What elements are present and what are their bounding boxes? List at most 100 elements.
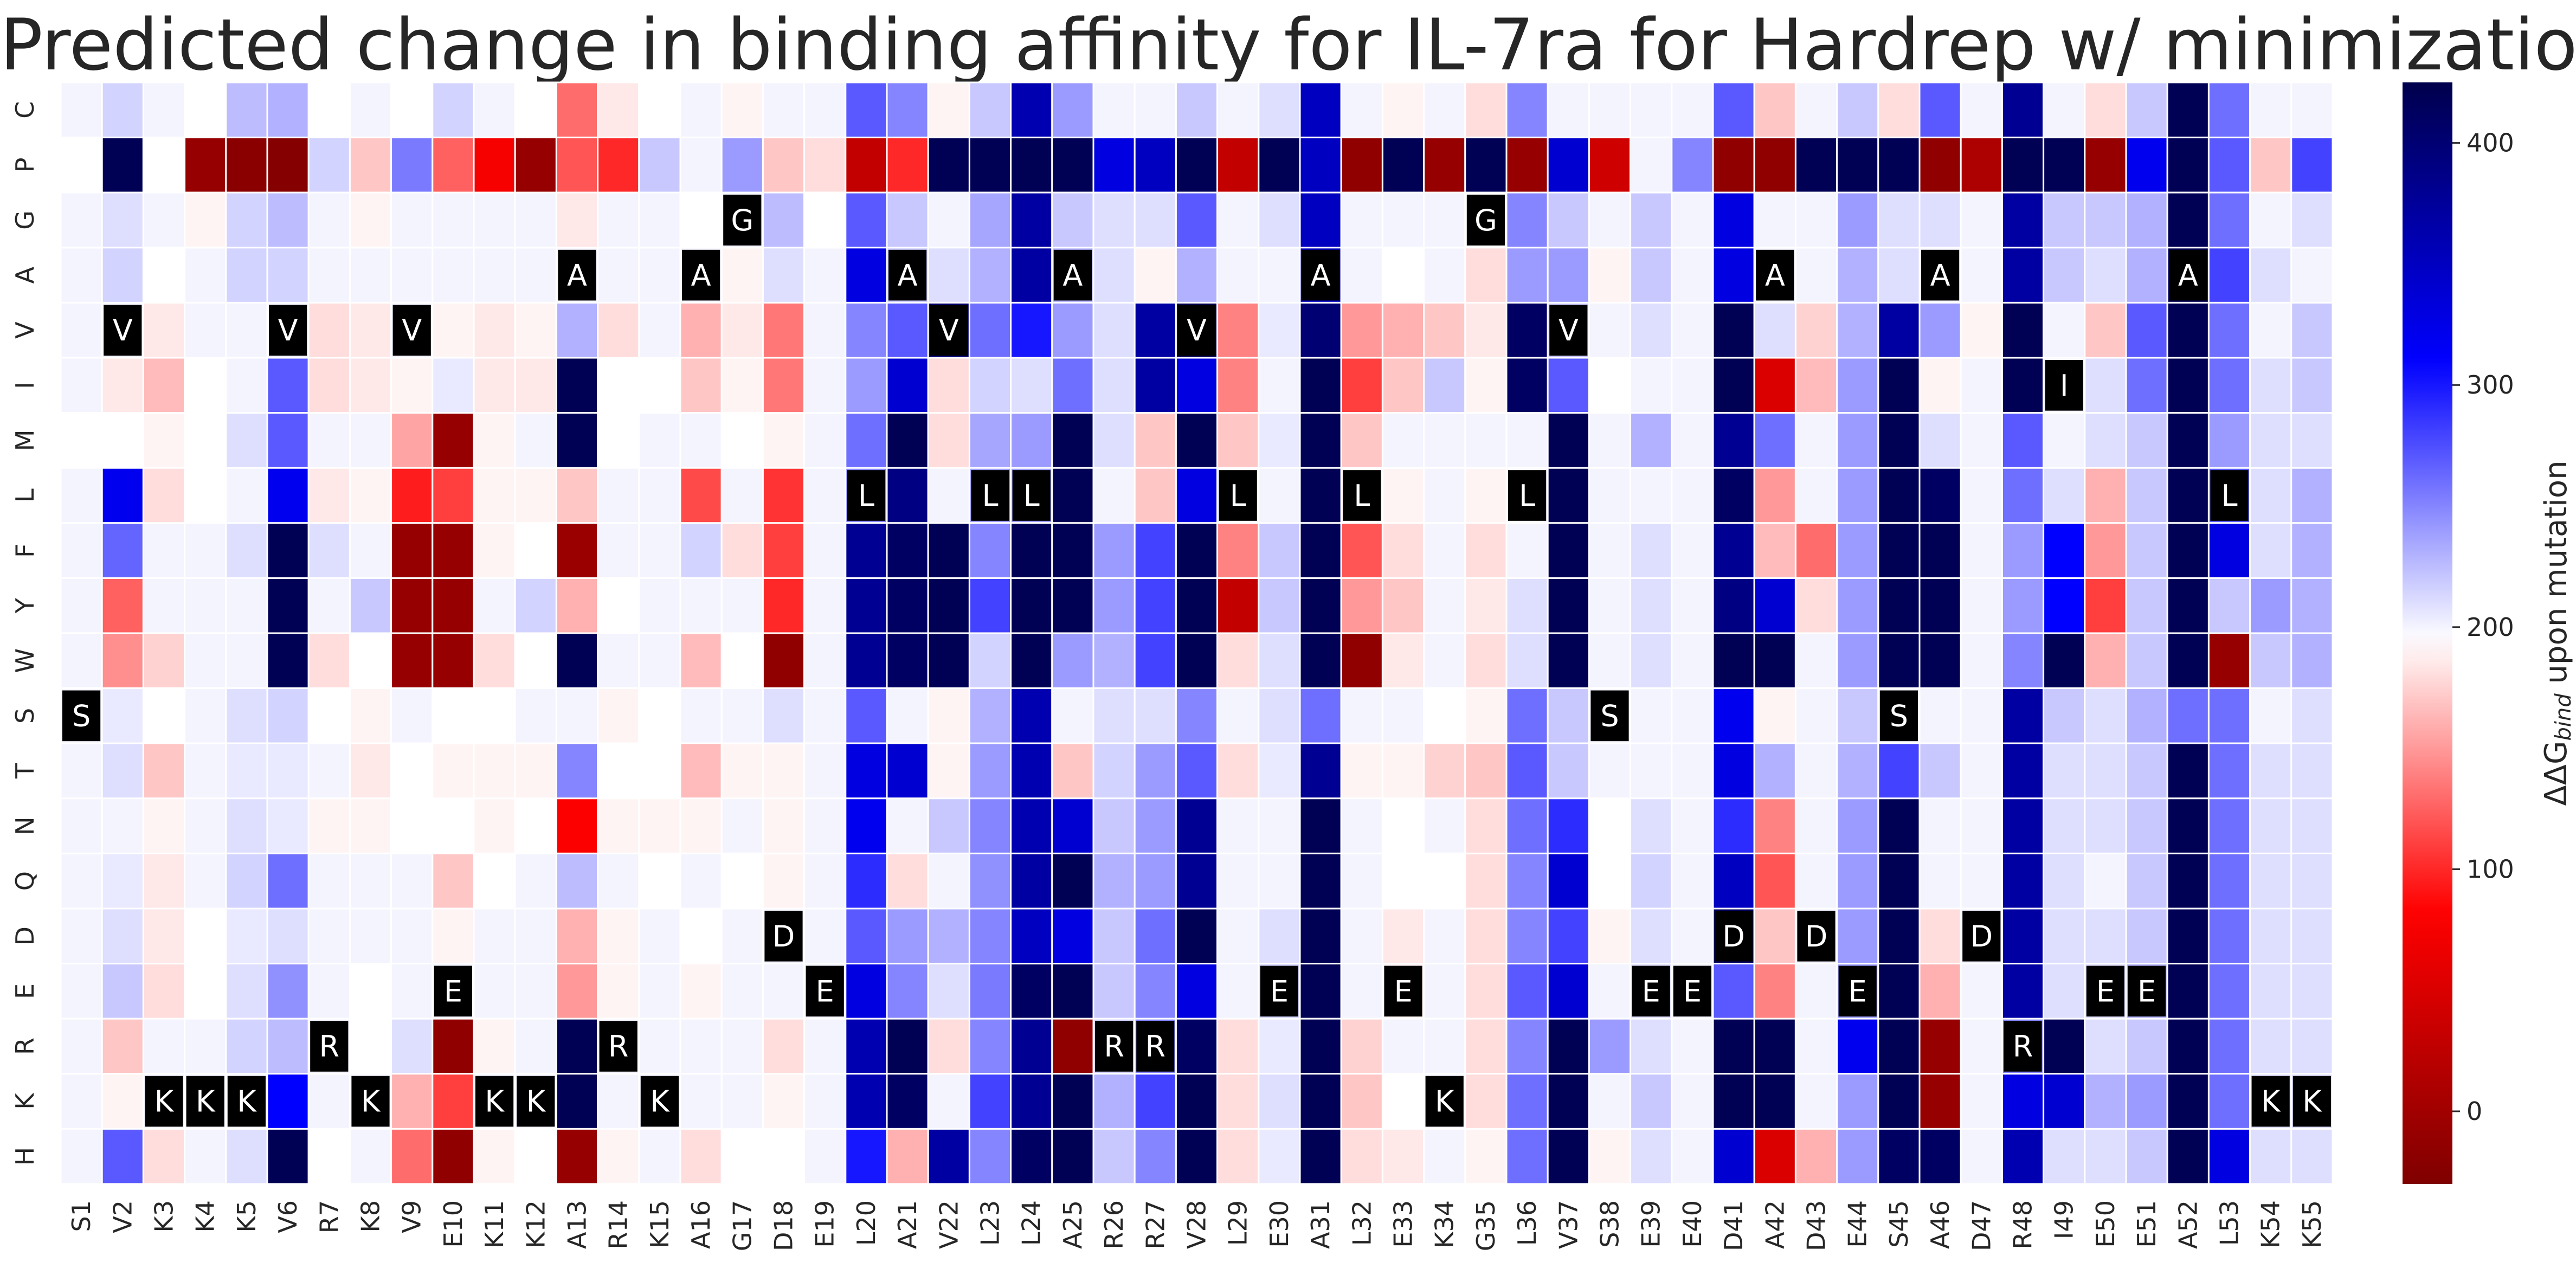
heatmap-cell — [266, 357, 310, 414]
heatmap-cell — [225, 522, 268, 579]
x-tick-label: D47 — [1967, 1200, 1996, 1251]
heatmap-cell — [1877, 522, 1921, 579]
heatmap-cell — [845, 357, 888, 414]
heatmap-cell — [886, 797, 929, 854]
x-tick-label: G17 — [727, 1200, 757, 1251]
heatmap-cell — [1794, 467, 1838, 524]
heatmap-cell — [1630, 1073, 1673, 1130]
heatmap-cell — [803, 852, 847, 910]
heatmap-cell — [307, 1073, 351, 1130]
heatmap-cell — [886, 963, 929, 1020]
heatmap-cell — [762, 467, 806, 524]
heatmap-cell — [555, 797, 599, 854]
heatmap-cell — [1588, 412, 1632, 469]
heatmap-cell — [1836, 1073, 1879, 1130]
native-residue-letter: A — [691, 259, 711, 293]
heatmap-cell — [1794, 963, 1838, 1020]
heatmap-cell — [1753, 907, 1796, 965]
native-residue-letter: S — [1890, 699, 1908, 733]
heatmap-cell — [225, 742, 268, 800]
heatmap-cell — [1753, 632, 1796, 690]
heatmap-cell — [1216, 412, 1260, 469]
heatmap-cell — [555, 852, 599, 910]
heatmap-cell — [638, 137, 681, 194]
heatmap-cell — [2125, 81, 2168, 139]
heatmap-cell — [1092, 247, 1136, 304]
heatmap-cell — [927, 577, 970, 634]
x-tick-label: L24 — [1017, 1200, 1046, 1246]
heatmap-cell — [1340, 1018, 1383, 1075]
heatmap-cell — [184, 742, 227, 800]
heatmap-cell — [2043, 247, 2086, 304]
y-tick-label: R — [10, 1038, 40, 1055]
heatmap-cell — [2001, 301, 2045, 359]
x-tick-label: S38 — [1595, 1200, 1625, 1248]
colorbar-label: ΔΔGbind upon mutation — [2539, 460, 2576, 806]
native-residue-marker — [227, 1076, 266, 1127]
native-residue-letter: K — [154, 1085, 175, 1119]
native-residue-marker — [2004, 1021, 2042, 1072]
heatmap-cell — [1547, 577, 1590, 634]
native-residue-marker — [434, 965, 472, 1017]
heatmap-cell — [1092, 522, 1136, 579]
heatmap-cell — [1753, 357, 1796, 414]
heatmap-cell — [555, 467, 599, 524]
heatmap-cell — [1010, 797, 1053, 854]
heatmap-cell — [1423, 1018, 1466, 1075]
heatmap-cell — [473, 301, 516, 359]
heatmap-cell — [514, 852, 557, 910]
native-residue-marker — [1384, 965, 1422, 1017]
heatmap-cell — [1547, 247, 1590, 304]
heatmap-cell — [349, 852, 392, 910]
heatmap-cell — [1547, 1018, 1590, 1075]
heatmap-cell — [1051, 1018, 1094, 1075]
heatmap-cell — [514, 412, 557, 469]
heatmap-cell — [2043, 1128, 2086, 1185]
colorbar-tick-label: 400 — [2466, 128, 2514, 158]
heatmap-cell — [2290, 907, 2334, 965]
heatmap-cell — [597, 907, 640, 965]
native-residue-marker — [930, 305, 968, 356]
heatmap-cell — [1712, 1018, 1755, 1075]
heatmap-cell — [432, 907, 475, 965]
heatmap-cell — [1051, 81, 1094, 139]
heatmap-cell — [1340, 522, 1383, 579]
heatmap-cell — [307, 357, 351, 414]
heatmap-cell — [1547, 522, 1590, 579]
heatmap-cell — [555, 301, 599, 359]
heatmap-cell — [307, 907, 351, 965]
heatmap-cell — [1381, 687, 1425, 744]
heatmap-cell — [2166, 687, 2210, 744]
heatmap-cell — [1051, 632, 1094, 690]
heatmap-cell — [1216, 1128, 1260, 1185]
heatmap-cell — [1464, 742, 1508, 800]
heatmap-cell — [1381, 742, 1425, 800]
heatmap-cell — [1092, 137, 1136, 194]
x-tick-label: A13 — [563, 1200, 592, 1249]
x-tick-label: G35 — [1471, 1200, 1500, 1251]
heatmap-cell — [142, 687, 186, 744]
heatmap-cell — [101, 137, 144, 194]
heatmap-cell — [1588, 1128, 1632, 1185]
heatmap-cell — [803, 412, 847, 469]
heatmap-cell — [1671, 907, 1714, 965]
heatmap-cell — [1010, 522, 1053, 579]
heatmap-cell — [1630, 137, 1673, 194]
x-tick-label: K54 — [2256, 1200, 2285, 1248]
native-residue-marker — [558, 249, 596, 301]
x-tick-label: E39 — [1637, 1200, 1666, 1248]
heatmap-cell — [1423, 357, 1466, 414]
heatmap-cell — [1299, 1018, 1342, 1075]
native-residue-marker — [2045, 360, 2083, 411]
heatmap-cell — [514, 191, 557, 249]
x-tick-label: E44 — [1843, 1200, 1872, 1248]
heatmap-cell — [1877, 907, 1921, 965]
heatmap-cell — [514, 963, 557, 1020]
heatmap-cell — [184, 797, 227, 854]
heatmap-cell — [1794, 1018, 1838, 1075]
heatmap-cell — [720, 137, 764, 194]
heatmap-cell — [1753, 412, 1796, 469]
x-tick-label: R7 — [314, 1200, 344, 1233]
heatmap-cell — [1794, 577, 1838, 634]
